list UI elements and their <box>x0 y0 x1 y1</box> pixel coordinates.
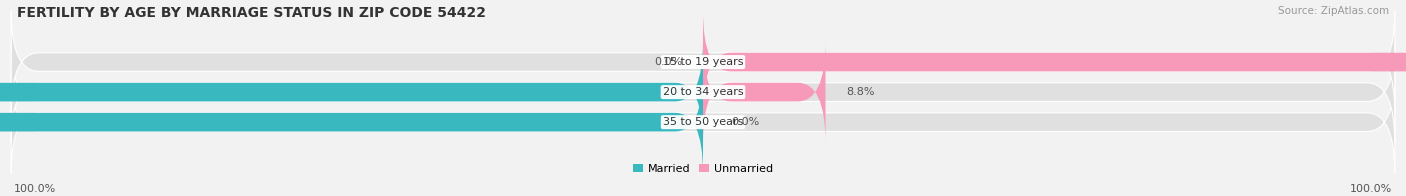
FancyBboxPatch shape <box>0 41 703 143</box>
FancyBboxPatch shape <box>703 11 1406 113</box>
FancyBboxPatch shape <box>11 71 1395 173</box>
Text: 35 to 50 years: 35 to 50 years <box>662 117 744 127</box>
Text: 0.0%: 0.0% <box>654 57 682 67</box>
Text: FERTILITY BY AGE BY MARRIAGE STATUS IN ZIP CODE 54422: FERTILITY BY AGE BY MARRIAGE STATUS IN Z… <box>17 6 486 20</box>
Legend: Married, Unmarried: Married, Unmarried <box>628 160 778 179</box>
FancyBboxPatch shape <box>11 11 1395 113</box>
Text: 15 to 19 years: 15 to 19 years <box>662 57 744 67</box>
FancyBboxPatch shape <box>11 41 1395 143</box>
Text: 100.0%: 100.0% <box>1350 184 1392 194</box>
FancyBboxPatch shape <box>703 41 825 143</box>
Text: 20 to 34 years: 20 to 34 years <box>662 87 744 97</box>
Text: 0.0%: 0.0% <box>731 117 759 127</box>
Text: 8.8%: 8.8% <box>846 87 875 97</box>
Text: 100.0%: 100.0% <box>14 184 56 194</box>
FancyBboxPatch shape <box>0 71 703 173</box>
Text: Source: ZipAtlas.com: Source: ZipAtlas.com <box>1278 6 1389 16</box>
